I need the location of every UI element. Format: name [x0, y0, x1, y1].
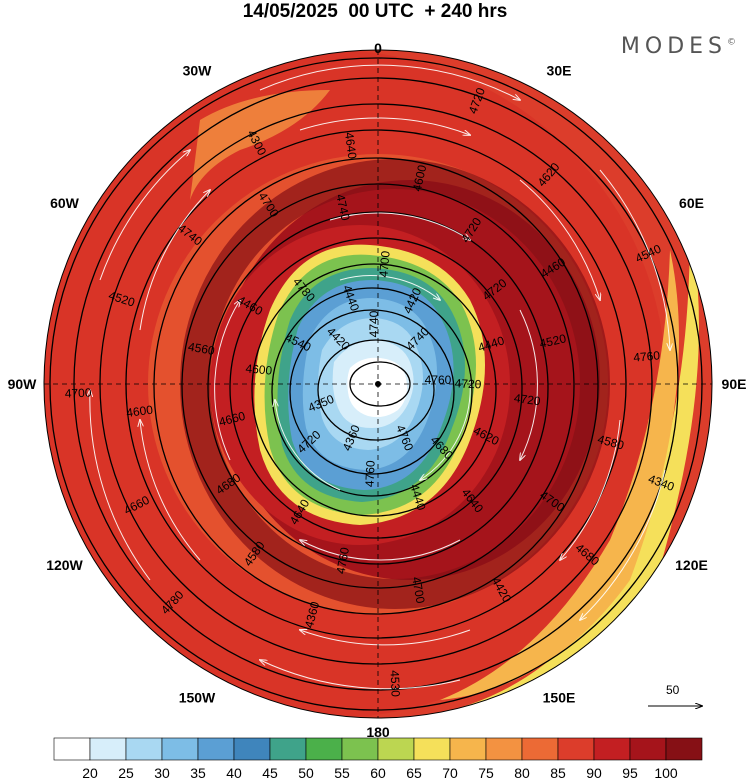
colorbar-swatch: [593, 737, 631, 761]
longitude-label: 0: [374, 40, 382, 56]
wind-streamlines: [90, 64, 670, 690]
contour-label: 4600: [410, 163, 430, 192]
longitude-label: 30E: [547, 63, 572, 79]
colorbar-tick-label: 75: [478, 765, 494, 781]
colorbar-swatch: [197, 737, 235, 761]
colorbar-tick-label: 25: [118, 765, 134, 781]
colorbar-tick-label: 65: [406, 765, 422, 781]
brand-logo: MODES©: [621, 34, 736, 59]
colorbar-swatch: [629, 737, 667, 761]
wind-reference-vector: 50: [648, 683, 702, 706]
wind-reference-value: 50: [666, 683, 680, 697]
colorbar-tick-label: 100: [654, 765, 678, 781]
colorbar-swatch: [305, 737, 343, 761]
contour-label: 4720: [454, 376, 482, 391]
contour-label: 4760: [334, 546, 352, 575]
colorbar-tick-label: 30: [154, 765, 170, 781]
contour-label: 4720: [513, 391, 542, 408]
longitude-label: 90W: [8, 376, 38, 392]
colorbar-swatch: [557, 737, 595, 761]
geopotential-contours: [49, 57, 703, 711]
contour-label: 4360: [302, 600, 323, 630]
colorbar-swatch: [161, 737, 199, 761]
contour-label: 4700: [64, 386, 92, 401]
pole-marker: [375, 381, 381, 387]
map-title: 14/05/2025 00 UTC + 240 hrs: [242, 1, 508, 22]
contour-label: 4530: [388, 670, 403, 698]
contour-label: 4760: [633, 348, 661, 364]
longitude-label: 60E: [679, 195, 704, 211]
contour-label: 4700: [409, 576, 427, 605]
longitude-label: 120E: [675, 557, 708, 573]
map-boundary: [43, 49, 713, 719]
contour-label: 4700: [376, 250, 392, 278]
contour-label: 4740: [367, 310, 381, 337]
contour-value-labels: 4760472047004640456044604360430043404350…: [64, 85, 676, 697]
colorbar-tick-label: 90: [586, 765, 602, 781]
colorbar-swatch: [521, 737, 559, 761]
colorbar-swatch: [665, 737, 703, 761]
longitude-label: 30W: [183, 63, 213, 79]
colorbar-tick-label: 70: [442, 765, 458, 781]
colorbar-swatch: [413, 737, 451, 761]
colorbar-swatch: [341, 737, 379, 761]
colorbar: 20 25 30 35 40 45 50 55 60 65 70 75 80 85 90 95 100: [53, 737, 703, 781]
colorbar-tick-label: 80: [514, 765, 530, 781]
colorbar-swatch: [89, 737, 127, 761]
contour-label: 4640: [342, 131, 359, 160]
colorbar-swatch: [125, 737, 163, 761]
colorbar-tick-label: 50: [298, 765, 314, 781]
colorbar-swatch: [233, 737, 271, 761]
contour-label: 4600: [125, 403, 154, 420]
colorbar-tick-label: 20: [82, 765, 98, 781]
colorbar-swatch: [449, 737, 487, 761]
colorbar-tick-label: 60: [370, 765, 386, 781]
longitude-label: 120W: [46, 557, 83, 573]
longitude-label: 60W: [50, 195, 80, 211]
contour-label: 4560: [187, 340, 216, 358]
colorbar-tick-label: 45: [262, 765, 278, 781]
colorbar-tick-label: 85: [550, 765, 566, 781]
longitude-label: 180: [366, 724, 390, 740]
wind-speed-field: [44, 50, 712, 718]
longitude-label: 150E: [543, 690, 576, 706]
colorbar-tick-label: 35: [190, 765, 206, 781]
colorbar-tick-label: 95: [622, 765, 638, 781]
contour-label: 4600: [245, 361, 273, 377]
colorbar-swatch: [269, 737, 307, 761]
longitude-labels: 0 30E 60E 90E 120E 150E 180 150W 120W 90W 60W 30W: [8, 40, 747, 740]
colorbar-swatch: [377, 737, 415, 761]
contour-label: 4580: [596, 432, 626, 453]
contour-label: 4520: [538, 331, 567, 351]
contour-label: 4760: [363, 460, 378, 488]
contour-label: 4740: [333, 193, 353, 222]
copyright-mark: ©: [727, 37, 736, 48]
colorbar-swatch: [53, 737, 91, 761]
brand-name: MODES: [620, 34, 727, 59]
colorbar-tick-label: 55: [334, 765, 350, 781]
contour-label: 4760: [425, 373, 452, 387]
longitude-label: 90E: [722, 376, 747, 392]
colorbar-swatch: [485, 737, 523, 761]
contour-label: 4660: [217, 409, 247, 430]
longitude-label: 150W: [179, 690, 216, 706]
colorbar-tick-label: 40: [226, 765, 242, 781]
